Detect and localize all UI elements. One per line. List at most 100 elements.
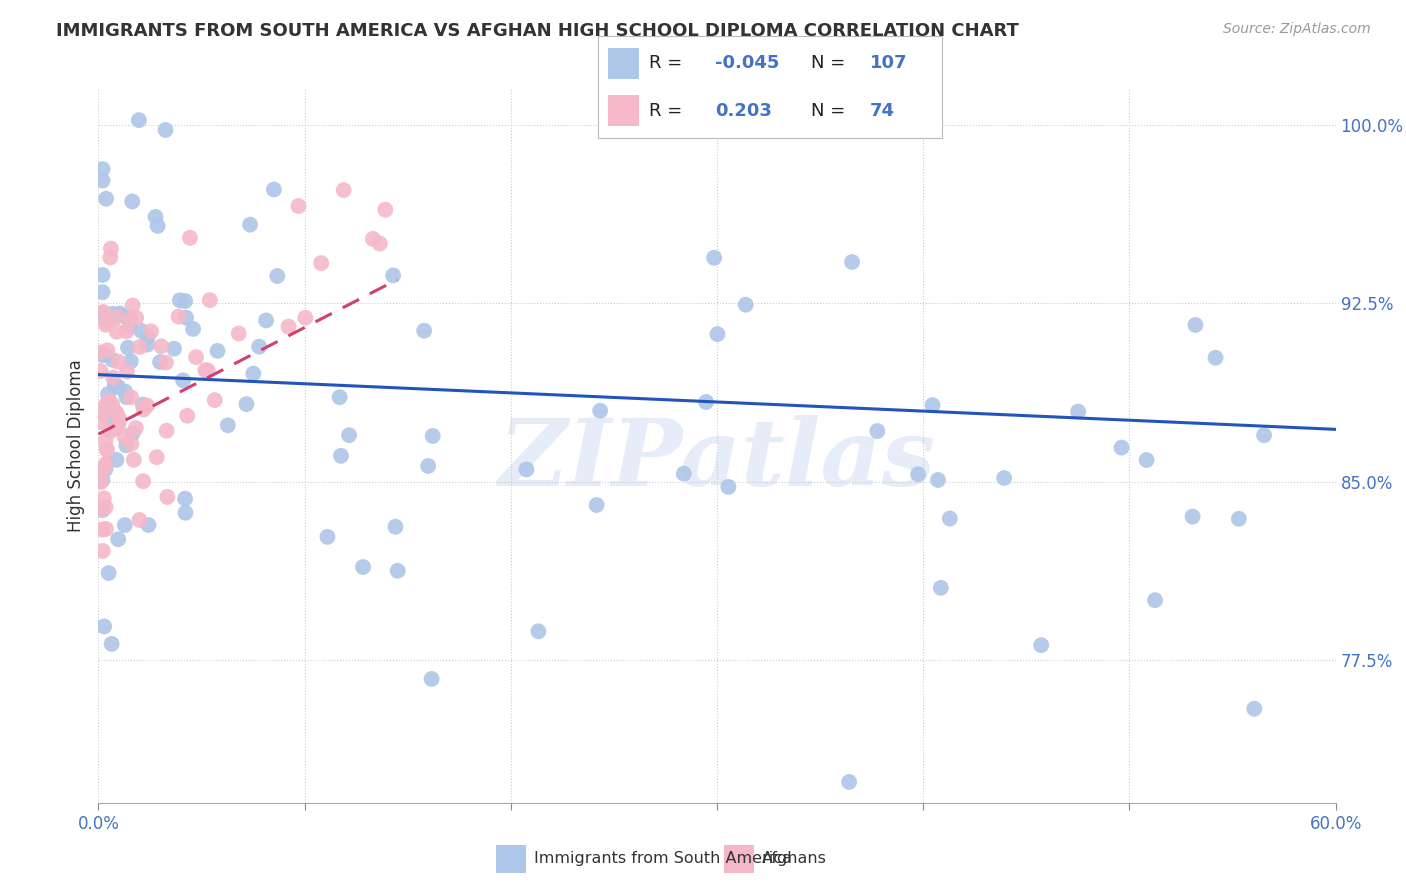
Point bbox=[105, 325, 128, 339]
Point bbox=[197, 363, 219, 377]
Text: 0.203: 0.203 bbox=[714, 102, 772, 120]
Text: R =: R = bbox=[650, 54, 688, 72]
Point bbox=[235, 397, 257, 411]
Point bbox=[114, 430, 136, 444]
Point bbox=[89, 467, 111, 482]
Point bbox=[184, 350, 207, 364]
Point bbox=[94, 318, 117, 332]
Point bbox=[90, 364, 112, 378]
Point bbox=[103, 403, 125, 417]
Point bbox=[104, 379, 127, 393]
Point bbox=[91, 544, 114, 558]
Point bbox=[294, 310, 316, 325]
Point bbox=[128, 340, 150, 354]
Point bbox=[242, 367, 264, 381]
Point bbox=[114, 518, 136, 533]
Point bbox=[132, 402, 155, 417]
Point bbox=[695, 395, 717, 409]
Point bbox=[94, 500, 117, 515]
Point bbox=[866, 424, 889, 438]
Point bbox=[146, 219, 169, 233]
Point bbox=[131, 324, 153, 338]
Point bbox=[94, 398, 117, 412]
Point bbox=[108, 306, 131, 320]
Point bbox=[174, 491, 197, 506]
Text: ZIPatlas: ZIPatlas bbox=[499, 416, 935, 505]
Point bbox=[138, 518, 160, 533]
Point bbox=[100, 242, 122, 256]
Point bbox=[841, 255, 863, 269]
Point bbox=[155, 123, 177, 137]
Point bbox=[103, 370, 125, 384]
Point bbox=[1227, 512, 1250, 526]
Point bbox=[198, 293, 221, 307]
Point bbox=[1144, 593, 1167, 607]
Point bbox=[115, 438, 138, 452]
Point bbox=[927, 473, 949, 487]
Point bbox=[132, 398, 155, 412]
Point bbox=[93, 491, 115, 506]
Point bbox=[91, 523, 114, 537]
Point bbox=[128, 113, 150, 128]
Point bbox=[422, 429, 444, 443]
Point bbox=[838, 775, 860, 789]
Point bbox=[352, 560, 374, 574]
Point bbox=[717, 480, 740, 494]
Point bbox=[163, 342, 186, 356]
Point bbox=[176, 409, 198, 423]
Point bbox=[277, 319, 299, 334]
Point bbox=[107, 533, 129, 547]
Point bbox=[91, 503, 114, 517]
Point bbox=[96, 315, 118, 329]
Point bbox=[382, 268, 405, 283]
Point bbox=[96, 442, 118, 457]
Point bbox=[96, 343, 118, 358]
Point bbox=[91, 268, 114, 282]
Point bbox=[247, 340, 270, 354]
Point bbox=[94, 434, 117, 449]
Text: Immigrants from South America: Immigrants from South America bbox=[534, 851, 792, 866]
Point bbox=[993, 471, 1015, 485]
Point bbox=[117, 341, 139, 355]
Point bbox=[96, 442, 118, 457]
Point bbox=[420, 672, 443, 686]
Point bbox=[361, 232, 384, 246]
Point bbox=[136, 399, 159, 413]
Point bbox=[204, 392, 226, 407]
Text: -0.045: -0.045 bbox=[714, 54, 779, 72]
Point bbox=[115, 310, 138, 325]
Point bbox=[96, 457, 118, 471]
Point bbox=[121, 298, 143, 312]
Point bbox=[194, 363, 217, 377]
Point bbox=[97, 566, 120, 580]
Point bbox=[706, 327, 728, 342]
Point bbox=[105, 421, 128, 435]
Point bbox=[101, 307, 124, 321]
Point bbox=[125, 310, 148, 325]
Text: R =: R = bbox=[650, 102, 688, 120]
Point bbox=[332, 183, 354, 197]
Point bbox=[91, 473, 114, 487]
Text: Afghans: Afghans bbox=[762, 851, 827, 866]
Point bbox=[104, 376, 127, 391]
Point bbox=[150, 339, 173, 353]
Point bbox=[132, 474, 155, 488]
Point bbox=[115, 324, 138, 338]
Point bbox=[105, 310, 128, 324]
Point bbox=[118, 320, 141, 334]
Point bbox=[155, 424, 177, 438]
Point bbox=[120, 312, 142, 326]
Point bbox=[1031, 638, 1053, 652]
Point bbox=[94, 522, 117, 536]
Text: N =: N = bbox=[811, 102, 851, 120]
Text: N =: N = bbox=[811, 54, 851, 72]
Point bbox=[91, 306, 114, 320]
Point bbox=[90, 502, 112, 516]
Point bbox=[91, 348, 114, 362]
Point bbox=[228, 326, 250, 341]
Point bbox=[527, 624, 550, 639]
Point bbox=[91, 162, 114, 177]
Point bbox=[91, 285, 114, 300]
Text: 74: 74 bbox=[870, 102, 894, 120]
Point bbox=[174, 506, 197, 520]
